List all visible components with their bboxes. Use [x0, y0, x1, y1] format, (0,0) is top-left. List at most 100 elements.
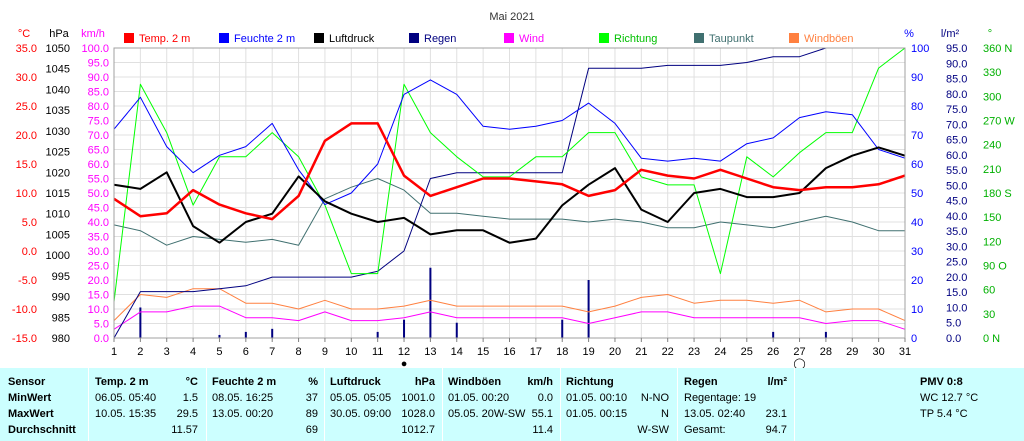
x-tick-label: 15 — [477, 346, 489, 358]
tick-label-wind: 15.0 — [88, 290, 109, 302]
legend-swatch — [124, 33, 134, 43]
tick-label-rain: 15.0 — [946, 287, 967, 299]
legend-swatch — [409, 33, 419, 43]
tick-label-wind: 30.0 — [88, 246, 109, 258]
tick-label-rain: 30.0 — [946, 241, 967, 253]
axis-ticks: 35.0 30.0 25.0 20.0 15.0 10.0 5.0 0.0 -5.0 -10.0 -… — [12, 43, 1015, 345]
tick-label-humidity: 10 — [911, 304, 923, 316]
tick-label-wind: 55.0 — [88, 174, 109, 186]
tick-label-pressure: 1005 — [46, 229, 70, 241]
stats-header-pressure: Luftdruck — [330, 376, 381, 388]
x-tick-label: 22 — [662, 346, 674, 358]
tick-label-rain: 40.0 — [946, 211, 967, 223]
stats-header-humidity: Feuchte 2 m — [212, 376, 277, 388]
tick-label-direction: 0 N — [983, 333, 1000, 345]
tick-label-humidity: 30 — [911, 246, 923, 258]
tick-label-rain: 10.0 — [946, 302, 967, 314]
tick-label-wind: 25.0 — [88, 261, 109, 273]
x-tick-label: 26 — [767, 346, 779, 358]
stats-header-rain: Regen — [684, 376, 718, 388]
x-axis-ticks: 1 2 3 4 5 6 7 8 9 10 11 12 13 14 15 16 17 18 19 20 21 22 23 24 2… — [111, 338, 911, 358]
axis-unit-humidity: % — [904, 28, 914, 40]
tick-label-humidity: 60 — [911, 159, 923, 171]
tick-label-rain: 0.0 — [946, 333, 961, 345]
stats-avg-direction-value: W-SW — [637, 424, 669, 436]
legend-label: Wind — [519, 33, 544, 45]
x-tick-label: 31 — [899, 346, 911, 358]
stats-avg-rain-value: 94.7 — [765, 424, 787, 436]
tick-label-pressure: 980 — [52, 333, 70, 345]
tick-label-wind: 5.0 — [94, 319, 109, 331]
chart-title: Mai 2021 — [489, 11, 534, 23]
axis-unit-direction: ° — [988, 28, 992, 40]
stats-header-pressure-unit: hPa — [414, 376, 435, 388]
tick-label-pressure: 1050 — [46, 43, 70, 55]
stats-max-humidity-value: 89 — [305, 408, 318, 420]
legend-label: Temp. 2 m — [139, 33, 190, 45]
x-tick-label: 3 — [164, 346, 170, 358]
tick-label-rain: 90.0 — [946, 58, 967, 70]
stats-max-pressure-time: 30.05. 09:00 — [330, 408, 392, 420]
stats-min-temp-time: 06.05. 05:40 — [95, 392, 157, 404]
legend-swatch — [314, 33, 324, 43]
stats-header-gust-unit: km/h — [527, 376, 553, 388]
x-tick-label: 10 — [345, 346, 357, 358]
stats-header-pmv: PMV 0:8 — [920, 376, 963, 388]
x-tick-label: 8 — [296, 346, 302, 358]
tick-label-direction: 240 — [983, 140, 1001, 152]
legend: Temp. 2 m Feuchte 2 m Luftdruck Regen Wind Ri… — [124, 33, 854, 45]
weather-chart: Mai 2021 °C hPa km/h % l/m² ° Temp. 2 m F… — [11, 11, 1016, 368]
stats-max-rain-value: 23.1 — [765, 408, 787, 420]
tick-label-direction: 300 — [983, 91, 1001, 103]
stats-min-direction-value: N-NO — [640, 392, 669, 404]
stats-max-gust-time: 05.05. 20W-SW — [448, 408, 526, 420]
stats-max-humidity-time: 13.05. 00:20 — [212, 408, 274, 420]
stats-min-pressure-value: 1001.0 — [401, 392, 435, 404]
tick-label-pressure: 985 — [52, 312, 70, 324]
axis-unit-wind: km/h — [81, 28, 105, 40]
tick-label-rain: 80.0 — [946, 89, 967, 101]
stats-header-temp-unit: °C — [185, 376, 198, 388]
tick-label-direction: 210 — [983, 164, 1001, 176]
stats-header-rain-unit: l/m² — [767, 376, 787, 388]
tick-label-wind: 65.0 — [88, 145, 109, 157]
tick-label-rain: 65.0 — [946, 135, 967, 147]
tick-label-pressure: 1030 — [46, 126, 70, 138]
tick-label-humidity: 80 — [911, 101, 923, 113]
tick-label-rain: 75.0 — [946, 104, 967, 116]
tick-label-wind: 50.0 — [88, 188, 109, 200]
tick-label-rain: 50.0 — [946, 180, 967, 192]
tick-label-direction: 60 — [983, 285, 995, 297]
x-tick-label: 9 — [322, 346, 328, 358]
legend-label: Luftdruck — [329, 33, 375, 45]
tick-label-temp: -5.0 — [18, 275, 37, 287]
axis-unit-rain: l/m² — [941, 28, 960, 40]
x-tick-label: 27 — [793, 346, 805, 358]
tick-label-wind: 70.0 — [88, 130, 109, 142]
tick-label-pressure: 1035 — [46, 105, 70, 117]
tick-label-wind: 85.0 — [88, 87, 109, 99]
tick-label-direction: 120 — [983, 236, 1001, 248]
tick-label-wind: 100.0 — [81, 43, 109, 55]
stats-min-gust-value: 0.0 — [537, 392, 553, 404]
tick-label-temp: -10.0 — [12, 304, 37, 316]
x-tick-label: 30 — [873, 346, 885, 358]
stats-min-pressure-time: 05.05. 05:05 — [330, 392, 392, 404]
tick-label-rain: 5.0 — [946, 318, 961, 330]
tick-label-temp: 15.0 — [16, 159, 37, 171]
series-line-taupunkt — [113, 178, 905, 246]
series-line-feuchtem — [113, 79, 906, 206]
rain-bars — [139, 267, 827, 338]
stats-avg-pressure-value: 1012.7 — [401, 424, 435, 436]
tick-label-wind: 95.0 — [88, 58, 109, 70]
x-tick-label: 28 — [820, 346, 832, 358]
legend-label: Richtung — [614, 33, 657, 45]
stats-row-label-max: MaxWert — [8, 408, 54, 420]
tick-label-wind: 80.0 — [88, 101, 109, 113]
x-tick-label: 14 — [451, 346, 463, 358]
tick-label-wind: 40.0 — [88, 217, 109, 229]
stats-row-label-min: MinWert — [8, 392, 52, 404]
stats-header-sensor: Sensor — [8, 376, 46, 388]
stats-header-direction: Richtung — [566, 376, 614, 388]
tick-label-pressure: 1000 — [46, 250, 70, 262]
